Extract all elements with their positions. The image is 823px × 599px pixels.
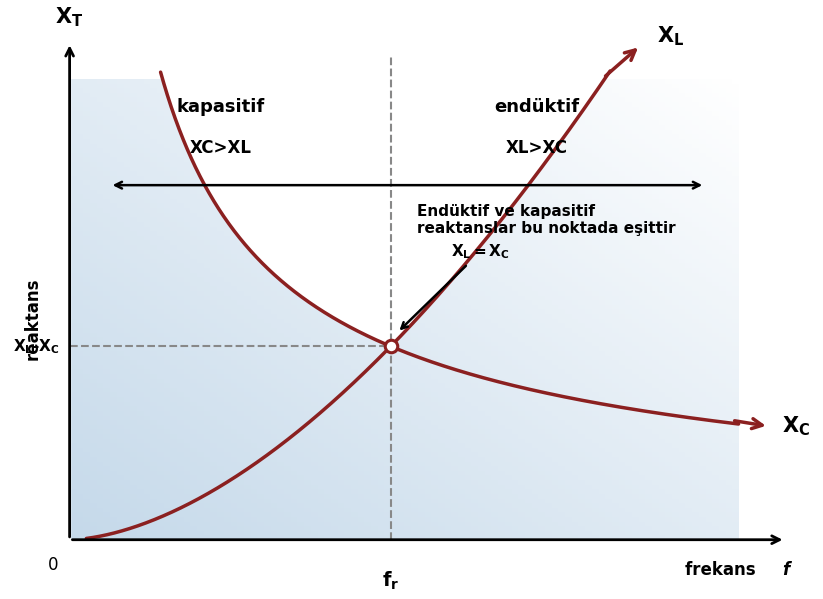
Text: reaktans: reaktans (24, 277, 42, 360)
Text: $\mathbf{X_C}$: $\mathbf{X_C}$ (782, 415, 810, 438)
Text: $\mathbf{X_L}$-$\mathbf{X_C}$: $\mathbf{X_L}$-$\mathbf{X_C}$ (13, 337, 59, 356)
Text: frekans: frekans (685, 561, 761, 579)
Text: f: f (782, 561, 789, 579)
Text: $\mathbf{X_L}$: $\mathbf{X_L}$ (657, 25, 684, 49)
Text: endüktif: endüktif (495, 98, 579, 116)
Text: $\mathbf{f_r}$: $\mathbf{f_r}$ (382, 570, 399, 592)
Text: 0: 0 (48, 556, 58, 574)
Polygon shape (391, 0, 738, 346)
Text: $\mathbf{X_T}$: $\mathbf{X_T}$ (55, 5, 84, 29)
Text: Endüktif ve kapasitif
reaktanslar bu noktada eşittir: Endüktif ve kapasitif reaktanslar bu nok… (417, 204, 676, 236)
Polygon shape (86, 56, 391, 346)
Text: kapasitif: kapasitif (176, 98, 265, 116)
Text: XC>XL: XC>XL (189, 139, 252, 157)
Text: XL>XC: XL>XC (506, 139, 568, 157)
Text: $\mathbf{X_L=X_C}$: $\mathbf{X_L=X_C}$ (402, 243, 509, 329)
